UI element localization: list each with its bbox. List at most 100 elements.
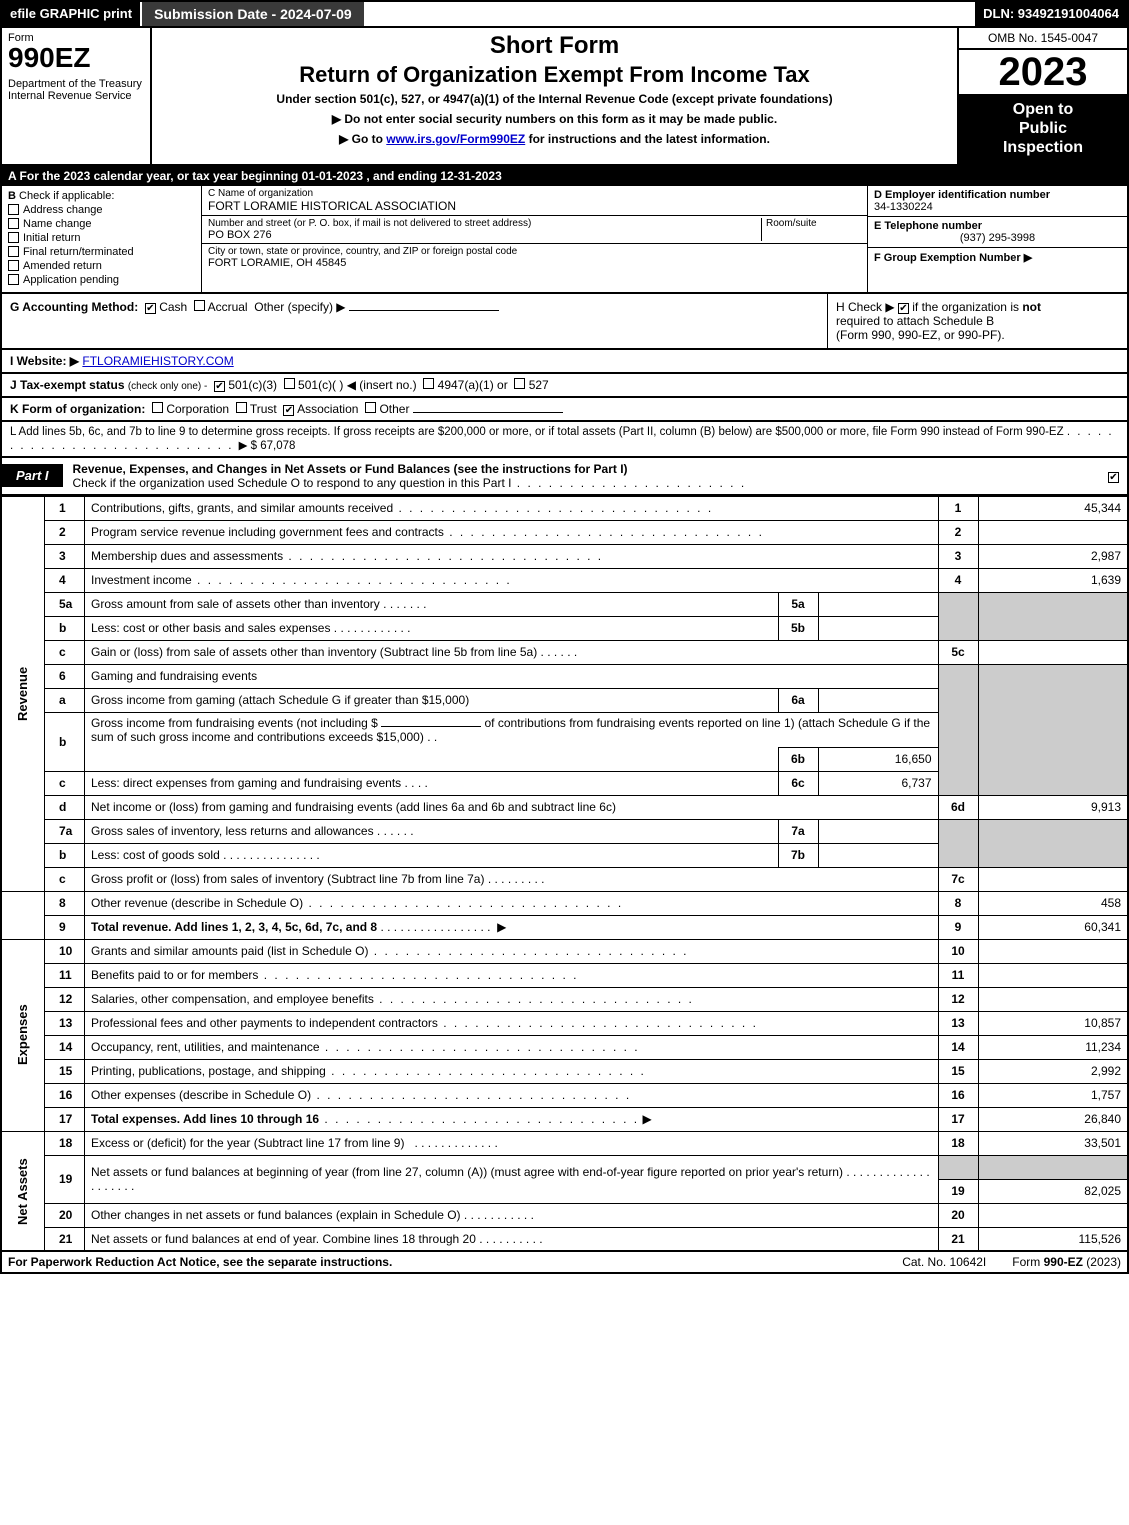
- other-specify-input[interactable]: [349, 310, 499, 311]
- desc-text: Gross profit or (loss) from sales of inv…: [91, 872, 484, 886]
- section-b: B Check if applicable: Address change Na…: [2, 186, 202, 292]
- line-desc: Occupancy, rent, utilities, and maintena…: [85, 1035, 939, 1059]
- contrib-amount-input[interactable]: [381, 726, 481, 727]
- desc-text: Gross amount from sale of assets other t…: [91, 597, 380, 611]
- return-title: Return of Organization Exempt From Incom…: [162, 62, 947, 88]
- website-link[interactable]: FTLORAMIEHISTORY.COM: [82, 354, 233, 368]
- phone-label: E Telephone number: [874, 220, 982, 232]
- phone-row: E Telephone number (937) 295-3998: [868, 217, 1127, 248]
- line-num: 13: [45, 1011, 85, 1035]
- efile-label[interactable]: efile GRAPHIC print: [2, 2, 140, 26]
- check-address-change[interactable]: Address change: [8, 204, 195, 216]
- top-spacer: [364, 2, 975, 26]
- dots: [444, 525, 764, 539]
- check-application-pending[interactable]: Application pending: [8, 274, 195, 286]
- checkbox-527-icon[interactable]: [514, 378, 525, 389]
- checkbox-cash-icon[interactable]: [145, 303, 156, 314]
- line-num: b: [45, 843, 85, 867]
- line-desc: Other revenue (describe in Schedule O): [85, 891, 939, 915]
- checkbox-icon[interactable]: [8, 246, 19, 257]
- line-desc: Investment income: [85, 568, 939, 592]
- org-name-label: C Name of organization: [208, 188, 861, 199]
- line-desc: Gain or (loss) from sale of assets other…: [85, 640, 939, 664]
- check-name-change[interactable]: Name change: [8, 218, 195, 230]
- h-line2: required to attach Schedule B: [836, 314, 994, 328]
- check-label: Address change: [23, 204, 103, 216]
- right-num: 20: [938, 1203, 978, 1227]
- right-val: [978, 867, 1128, 891]
- line-desc: Total expenses. Add lines 10 through 16 …: [85, 1107, 939, 1131]
- line-num: a: [45, 688, 85, 712]
- line-desc: Gaming and fundraising events: [85, 664, 939, 688]
- dots: [320, 1040, 640, 1054]
- checkbox-corp-icon[interactable]: [152, 402, 163, 413]
- section-d-e-f: D Employer identification number 34-1330…: [867, 186, 1127, 292]
- irs-link[interactable]: www.irs.gov/Form990EZ: [386, 132, 525, 146]
- table-row: 19 Net assets or fund balances at beginn…: [1, 1155, 1128, 1179]
- b-title: B Check if applicable:: [8, 190, 195, 202]
- group-exemption-label: F Group Exemption Number ▶: [874, 252, 1032, 264]
- open-public: Open to Public Inspection: [959, 94, 1127, 164]
- other-label: Other (specify) ▶: [254, 300, 345, 314]
- checkbox-501c3-icon[interactable]: [214, 381, 225, 392]
- checkbox-assoc-icon[interactable]: [283, 405, 294, 416]
- mid-box-val: [818, 843, 938, 867]
- right-val: 26,840: [978, 1107, 1128, 1131]
- checkbox-4947-icon[interactable]: [423, 378, 434, 389]
- check-final-return[interactable]: Final return/terminated: [8, 246, 195, 258]
- line-num: 1: [45, 496, 85, 520]
- checkbox-part1-icon[interactable]: [1108, 472, 1119, 483]
- part1-check: [1100, 465, 1127, 487]
- desc-text: Benefits paid to or for members: [91, 968, 258, 982]
- line-desc: Total revenue. Add lines 1, 2, 3, 4, 5c,…: [85, 915, 939, 939]
- h-not: not: [1022, 300, 1041, 314]
- desc-text: Other changes in net assets or fund bala…: [91, 1208, 461, 1222]
- line-num: c: [45, 771, 85, 795]
- mid-box-label: 7b: [778, 843, 818, 867]
- room-suite-label: Room/suite: [761, 218, 861, 241]
- j-label: J Tax-exempt status: [10, 378, 125, 392]
- table-row: d Net income or (loss) from gaming and f…: [1, 795, 1128, 819]
- line-desc: Gross amount from sale of assets other t…: [85, 592, 779, 616]
- check-initial-return[interactable]: Initial return: [8, 232, 195, 244]
- checkbox-icon[interactable]: [8, 232, 19, 243]
- right-val: 2,992: [978, 1059, 1128, 1083]
- checkbox-other-icon[interactable]: [365, 402, 376, 413]
- checkbox-h-icon[interactable]: [898, 303, 909, 314]
- line-num: 17: [45, 1107, 85, 1131]
- table-row: Revenue 1 Contributions, gifts, grants, …: [1, 496, 1128, 520]
- accrual-label: Accrual: [208, 300, 248, 314]
- table-row: 12 Salaries, other compensation, and emp…: [1, 987, 1128, 1011]
- line-desc: Net income or (loss) from gaming and fun…: [85, 795, 939, 819]
- right-val: 115,526: [978, 1227, 1128, 1251]
- other-org-input[interactable]: [413, 412, 563, 413]
- grey-cell: [978, 592, 1128, 640]
- right-num: 5c: [938, 640, 978, 664]
- right-val: 60,341: [978, 915, 1128, 939]
- checkbox-icon[interactable]: [8, 204, 19, 215]
- website-row: I Website: ▶ FTLORAMIEHISTORY.COM: [0, 350, 1129, 374]
- line-num: 15: [45, 1059, 85, 1083]
- check-label: Amended return: [23, 260, 102, 272]
- checkbox-icon[interactable]: [8, 274, 19, 285]
- checkbox-icon[interactable]: [8, 218, 19, 229]
- right-val: 33,501: [978, 1131, 1128, 1155]
- org-name-row: C Name of organization FORT LORAMIE HIST…: [202, 186, 867, 216]
- checkbox-501c-icon[interactable]: [284, 378, 295, 389]
- under-section: Under section 501(c), 527, or 4947(a)(1)…: [162, 92, 947, 106]
- right-val: [978, 520, 1128, 544]
- corp-label: Corporation: [166, 402, 229, 416]
- right-val: 82,025: [978, 1179, 1128, 1203]
- right-num: 4: [938, 568, 978, 592]
- right-num: 16: [938, 1083, 978, 1107]
- dots: [326, 1064, 646, 1078]
- blank-side: [1, 891, 45, 939]
- checkbox-accrual-icon[interactable]: [194, 300, 205, 311]
- checkbox-icon[interactable]: [8, 260, 19, 271]
- checkbox-trust-icon[interactable]: [236, 402, 247, 413]
- revenue-side-label: Revenue: [1, 496, 45, 891]
- 4947-label: 4947(a)(1) or: [438, 378, 508, 392]
- form-ref: Form 990-EZ (2023): [1006, 1252, 1127, 1272]
- desc-text: Contributions, gifts, grants, and simila…: [91, 501, 393, 515]
- check-amended-return[interactable]: Amended return: [8, 260, 195, 272]
